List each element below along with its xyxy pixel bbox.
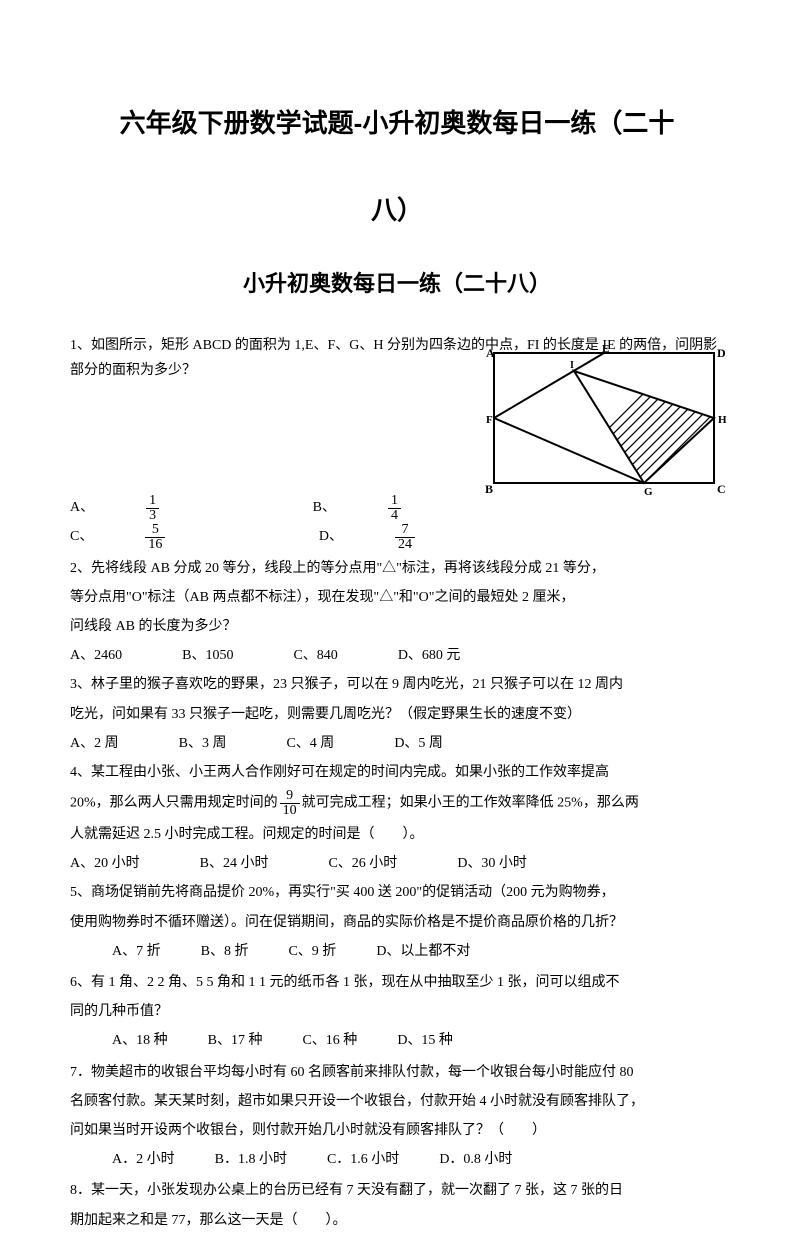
q6-l1: 6、有 1 角、2 2 角、5 5 角和 1 1 元的纸币各 1 张，现在从中抽…	[70, 970, 724, 995]
svg-text:E: E	[602, 343, 609, 355]
svg-text:F: F	[486, 414, 493, 426]
main-title-line2: 八）	[70, 187, 724, 234]
svg-text:C: C	[717, 482, 726, 496]
q7-l1: 7．物美超市的收银台平均每小时有 60 名顾客前来排队付款，每一个收银台每小时能…	[70, 1060, 724, 1085]
q4-l3: 人就需延迟 2.5 小时完成工程。问规定的时间是（ ）。	[70, 822, 724, 847]
q7-options: A．2 小时B．1.8 小时C．1.6 小时D．0.8 小时	[112, 1147, 724, 1172]
q5-l1: 5、商场促销前先将商品提价 20%，再实行"买 400 送 200"的促销活动（…	[70, 880, 724, 905]
svg-text:B: B	[485, 482, 493, 496]
q3-l1: 3、林子里的猴子喜欢吃的野果，23 只猴子，可以在 9 周内吃光，21 只猴子可…	[70, 672, 724, 697]
main-title-line1: 六年级下册数学试题-小升初奥数每日一练（二十	[70, 100, 724, 147]
svg-text:A: A	[486, 346, 495, 360]
q4-options: A、20 小时B、24 小时C、26 小时D、30 小时	[70, 851, 724, 876]
q4-l1: 4、某工程由小张、小王两人合作刚好可在规定的时间内完成。如果小张的工作效率提高	[70, 760, 724, 785]
q3-options: A、2 周B、3 周C、4 周D、5 周	[70, 731, 724, 756]
q4-l2: 20%，那么两人只需用规定时间的910就可完成工程；如果小王的工作效率降低 25…	[70, 789, 724, 818]
q8-l2: 期加起来之和是 77，那么这一天是（ ）。	[70, 1208, 724, 1233]
q1-figure: A D B C E F G H I	[474, 343, 734, 503]
q3-l2: 吃光，问如果有 33 只猴子一起吃，则需要几周吃光？（假定野果生长的速度不变）	[70, 702, 724, 727]
q5-l2: 使用购物券时不循环赠送）。问在促销期间，商品的实际价格是不提价商品原价格的几折？	[70, 910, 724, 935]
svg-text:D: D	[717, 346, 726, 360]
q8-l1: 8．某一天，小张发现办公桌上的台历已经有 7 天没有翻了，就一次翻了 7 张，这…	[70, 1178, 724, 1203]
q7-l3: 问如果当时开设两个收银台，则付款开始几小时就没有顾客排队了？（ ）	[70, 1118, 724, 1143]
q2-l1: 2、先将线段 AB 分成 20 等分，线段上的等分点用"△"标注，再将该线段分成…	[70, 556, 724, 581]
svg-text:G: G	[644, 486, 653, 498]
q6-l2: 同的几种币值？	[70, 999, 724, 1024]
subtitle: 小升初奥数每日一练（二十八）	[70, 264, 724, 304]
q6-options: A、18 种B、17 种C、16 种D、15 种	[112, 1028, 724, 1053]
q2-l2: 等分点用"O"标注（AB 两点都不标注），现在发现"△"和"O"之间的最短处 2…	[70, 585, 724, 610]
q5-options: A、7 折B、8 折C、9 折D、以上都不对	[112, 939, 724, 964]
q2-options: A、2460B、1050C、840D、680 元	[70, 643, 724, 668]
svg-text:I: I	[570, 360, 574, 371]
svg-text:H: H	[718, 414, 727, 426]
q7-l2: 名顾客付款。某天某时刻，超市如果只开设一个收银台，付款开始 4 小时就没有顾客排…	[70, 1089, 724, 1114]
q2-l3: 问线段 AB 的长度为多少？	[70, 614, 724, 639]
